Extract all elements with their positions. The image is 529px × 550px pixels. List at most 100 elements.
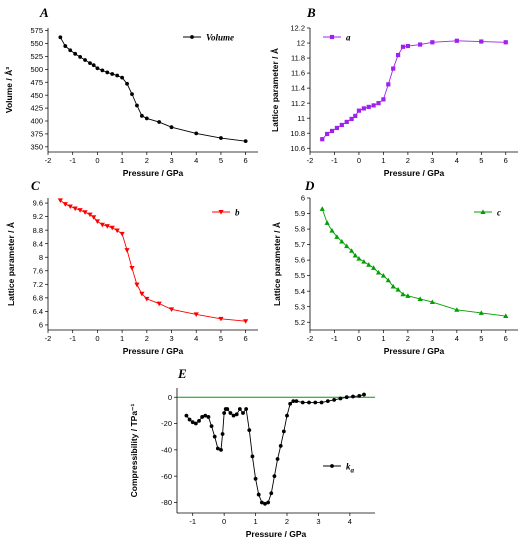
data-point	[58, 35, 63, 40]
data-point	[243, 139, 248, 144]
data-point	[193, 312, 199, 318]
data-point	[381, 97, 386, 102]
data-point	[338, 396, 343, 401]
data-point	[87, 212, 93, 218]
data-point	[418, 42, 423, 47]
chart-panel-e: -1 0 1 2 3 4 0 -20 -40 -60 -80 Pressure / GPa Compre…	[129, 366, 375, 539]
data-point	[332, 397, 337, 402]
data-point	[319, 400, 324, 405]
data-point	[339, 122, 344, 128]
y-axis-label: Lattice parameter / Å	[272, 222, 282, 306]
data-point	[244, 407, 249, 411]
data-point	[366, 104, 371, 110]
data-point	[478, 310, 484, 315]
data-point	[247, 428, 252, 433]
y-tick-label: -20	[161, 419, 172, 428]
data-point	[209, 424, 214, 429]
y-tick-label: 6	[301, 194, 305, 203]
data-point	[294, 399, 299, 404]
data-point	[285, 413, 289, 418]
x-tick-label: -1	[189, 517, 196, 526]
y-tick-label: 5.5	[295, 271, 305, 280]
x-tick-label: -2	[45, 334, 52, 343]
data-point	[400, 291, 406, 297]
y-tick-label: 11.6	[291, 69, 305, 78]
data-point	[68, 48, 73, 53]
y-tick-label: 12	[297, 39, 305, 48]
x-tick-label: 6	[244, 156, 248, 165]
chart-panel-c: -2 -1 0 1 2 3 4 5 6 6 6.4 6.8 7.2 7.6 8 8.4 8.8 9.2 9.6 Pre…	[6, 178, 258, 356]
data-point	[503, 40, 508, 45]
x-tick-label: 3	[169, 156, 173, 165]
data-point	[300, 400, 305, 405]
data-point	[349, 116, 354, 122]
data-point	[220, 432, 225, 436]
data-point	[57, 198, 63, 203]
data-point	[88, 61, 92, 66]
data-point	[225, 407, 230, 411]
legend: c	[474, 208, 501, 218]
x-tick-label: -1	[69, 334, 76, 343]
data-point	[197, 418, 201, 423]
x-tick-label: 4	[455, 156, 459, 165]
data-point	[344, 395, 349, 400]
data-point	[105, 70, 110, 75]
data-point	[219, 136, 223, 140]
data-point	[135, 103, 139, 108]
data-point	[380, 273, 387, 278]
data-point	[334, 125, 340, 131]
y-tick-label: 5.6	[295, 256, 305, 265]
y-tick-label: 7.2	[33, 280, 43, 289]
y-tick-label: 5.2	[295, 318, 305, 327]
data-point	[385, 277, 391, 283]
data-point	[78, 55, 83, 59]
y-tick-label: 5.4	[295, 287, 305, 296]
data-point	[187, 417, 192, 422]
x-axis-label: Pressure / GPa	[384, 346, 445, 356]
data-point	[376, 101, 381, 106]
x-tick-label: 2	[406, 156, 410, 165]
x-tick-label: -1	[331, 156, 338, 165]
data-point	[275, 457, 280, 461]
data-point	[67, 204, 73, 210]
data-point	[253, 476, 258, 481]
y-tick-label: 7.6	[33, 266, 43, 275]
data-point	[357, 393, 362, 398]
x-tick-label: -2	[307, 156, 314, 165]
legend: Volume	[183, 33, 234, 43]
x-tick-label: 6	[244, 334, 248, 343]
data-point	[479, 39, 484, 44]
y-tick-label: 11.2	[291, 99, 305, 108]
data-point	[157, 120, 162, 124]
x-axis-label: Pressure / GPa	[123, 346, 184, 356]
y-tick-label: -40	[161, 445, 172, 454]
y-tick-label: 12.2	[290, 24, 305, 33]
data-point	[206, 415, 211, 419]
data-point	[361, 106, 366, 111]
y-axis-label: Lattice parameter / Å	[270, 48, 280, 132]
chart-panel-a: -2 -1 0 1 2 3 4 5 6 350 375 400 425 450 475 500 525 550 57…	[4, 5, 258, 178]
data-point	[356, 255, 362, 261]
data-point	[218, 316, 224, 322]
y-tick-label: 8.8	[33, 226, 43, 235]
data-point	[313, 400, 318, 405]
data-point	[503, 313, 509, 319]
data-point	[134, 282, 140, 288]
legend: a	[323, 33, 351, 43]
y-axis-label: Lattice parameter / Å	[6, 222, 16, 306]
y-tick-label: 11	[297, 114, 305, 123]
y-tick-label: 8.4	[33, 239, 43, 248]
y-tick-label: 550	[30, 39, 43, 48]
x-tick-label: 0	[357, 156, 361, 165]
x-tick-label: 1	[120, 334, 124, 343]
y-tick-label: 525	[30, 52, 43, 61]
data-point	[259, 500, 264, 505]
x-tick-label: 0	[95, 334, 99, 343]
data-point	[366, 262, 372, 267]
data-point	[281, 429, 286, 434]
data-point	[124, 248, 130, 253]
legend: b	[212, 208, 240, 218]
data-point	[104, 224, 110, 229]
y-tick-label: 9.2	[33, 212, 43, 221]
data-point	[219, 447, 223, 452]
